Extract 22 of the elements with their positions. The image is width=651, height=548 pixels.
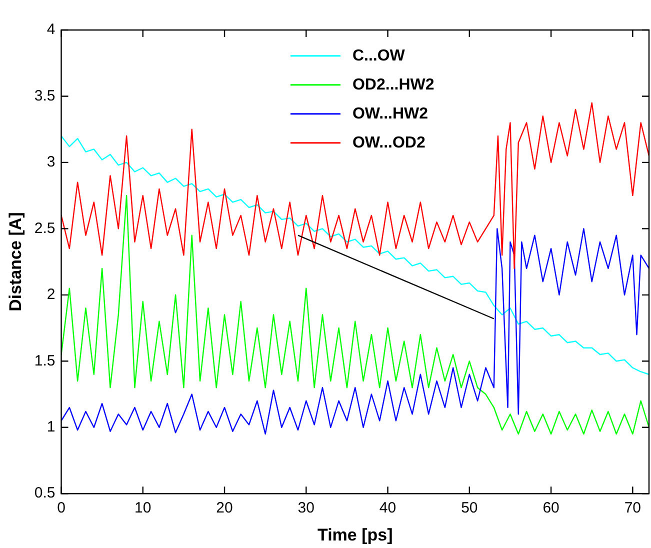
y-tick-label: 1.5	[34, 352, 56, 370]
y-tick-label: 3	[46, 154, 56, 171]
legend-label: C...OW	[352, 47, 406, 64]
y-tick-label: 2.5	[34, 220, 56, 237]
y-tick-label: 4	[46, 21, 56, 38]
y-tick-label: 2	[46, 286, 56, 304]
x-tick-label: 0	[57, 500, 66, 517]
x-tick-label: 30	[298, 500, 314, 517]
x-tick-label: 10	[134, 500, 152, 517]
x-tick-label: 40	[379, 500, 396, 517]
y-axis-title: Distance [A]	[6, 212, 25, 312]
y-tick-label: 3.5	[34, 87, 56, 104]
x-tick-label: 20	[216, 500, 233, 517]
x-axis-title: Time [ps]	[317, 525, 393, 544]
x-tick-label: 50	[461, 500, 478, 517]
y-tick-label: 0.5	[34, 484, 56, 502]
legend-label: OD2...HW2	[352, 76, 434, 94]
y-tick-label: 1	[46, 418, 56, 436]
legend-label: OW...HW2	[352, 105, 428, 122]
x-tick-label: 60	[542, 500, 560, 517]
legend-label: OW...OD2	[352, 134, 426, 152]
x-tick-label: 70	[624, 500, 642, 517]
